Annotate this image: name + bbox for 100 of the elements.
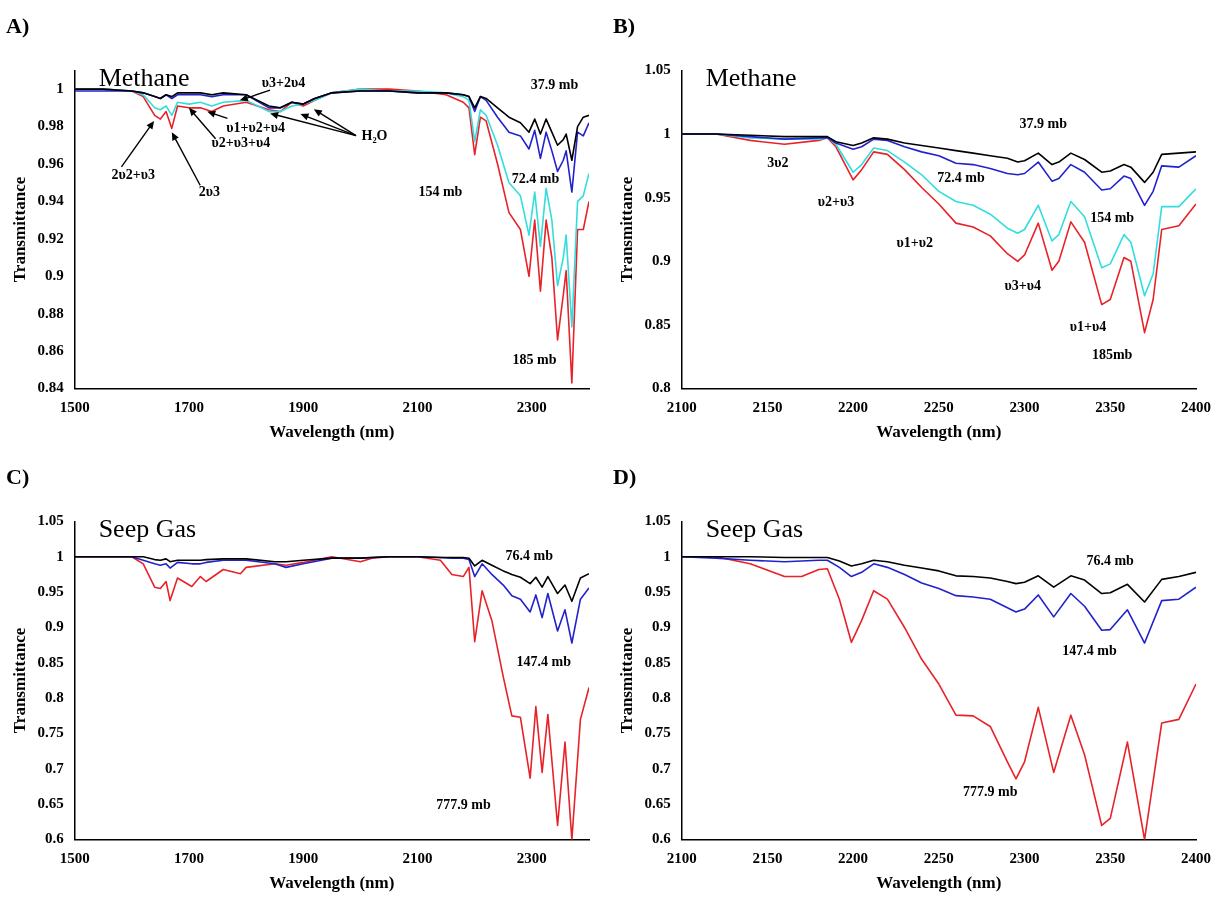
x-tick-label: 2150 xyxy=(752,399,783,416)
chart-title: C) xyxy=(6,463,30,489)
annotation: υ2+υ3+υ4 xyxy=(211,134,271,150)
y-tick-label: 0.9 xyxy=(44,267,64,284)
annotation: υ1+υ2+υ4 xyxy=(226,119,286,135)
y-tick-label: 1 xyxy=(663,124,671,141)
y-tick-label: 0.94 xyxy=(37,192,65,209)
y-tick-label: 0.6 xyxy=(44,830,65,847)
annotation: 185mb xyxy=(1091,347,1133,363)
y-axis-title: Transmittance xyxy=(616,627,636,734)
annotation: 777.9 mb xyxy=(963,783,1018,799)
x-tick-label: 2400 xyxy=(1181,850,1211,867)
annotation: υ1+υ4 xyxy=(1069,319,1107,335)
annotation: 72.4 mb xyxy=(511,170,560,186)
y-axis-title: Transmittance xyxy=(9,627,29,734)
y-tick-label: 0.88 xyxy=(37,304,64,321)
chart-subtitle: Methane xyxy=(705,63,797,93)
annotation: 2υ3 xyxy=(198,183,221,199)
y-tick-label: 0.85 xyxy=(644,315,671,332)
annotation: υ2+υ3 xyxy=(817,194,855,210)
annotation: υ3+2υ4 xyxy=(261,75,306,91)
y-tick-label: 0.75 xyxy=(644,724,671,741)
x-tick-label: 2350 xyxy=(1095,850,1126,867)
annotation: υ1+υ2 xyxy=(896,235,933,251)
x-tick-label: 2300 xyxy=(1009,850,1040,867)
x-tick-label: 1900 xyxy=(288,399,319,416)
y-tick-label: 0.85 xyxy=(644,653,671,670)
y-tick-label: 0.92 xyxy=(37,229,64,246)
x-tick-label: 2250 xyxy=(923,399,954,416)
x-tick-label: 2150 xyxy=(752,850,783,867)
x-tick-label: 2400 xyxy=(1181,399,1211,416)
x-tick-label: 1500 xyxy=(59,850,90,867)
y-tick-label: 0.95 xyxy=(644,582,671,599)
y-tick-label: 0.8 xyxy=(651,379,671,396)
x-axis-title: Wavelength (nm) xyxy=(269,422,395,442)
annotation: 777.9 mb xyxy=(436,797,491,813)
annotation: 185 mb xyxy=(512,352,557,368)
x-axis-title: Wavelength (nm) xyxy=(269,873,395,893)
y-tick-label: 0.9 xyxy=(651,252,671,269)
x-tick-label: 2100 xyxy=(402,399,433,416)
y-tick-label: 0.86 xyxy=(37,342,65,359)
annotation: 154 mb xyxy=(418,183,463,199)
x-tick-label: 1900 xyxy=(288,850,319,867)
annotation: 154 mb xyxy=(1090,209,1135,225)
x-tick-label: 2300 xyxy=(516,850,547,867)
chart-title: D) xyxy=(613,463,637,489)
chart-subtitle: Methane xyxy=(98,63,190,93)
x-tick-label: 1700 xyxy=(173,850,204,867)
y-axis-title: Transmittance xyxy=(9,176,29,283)
y-axis-title: Transmittance xyxy=(616,176,636,283)
x-tick-label: 2100 xyxy=(402,850,433,867)
x-tick-label: 1700 xyxy=(173,399,204,416)
chart-subtitle: Seep Gas xyxy=(98,514,197,544)
annotation: 3υ2 xyxy=(767,154,789,170)
x-tick-label: 2200 xyxy=(838,399,869,416)
annotation: 147.4 mb xyxy=(516,654,572,670)
annotation: 76.4 mb xyxy=(1086,553,1135,569)
x-tick-label: 2200 xyxy=(838,850,869,867)
y-tick-label: 0.9 xyxy=(44,618,64,635)
x-axis-title: Wavelength (nm) xyxy=(876,873,1002,893)
y-tick-label: 0.95 xyxy=(37,582,64,599)
y-tick-label: 0.7 xyxy=(651,759,672,776)
annotation: 37.9 mb xyxy=(530,76,579,92)
annotation: 76.4 mb xyxy=(505,547,554,563)
x-tick-label: 2300 xyxy=(516,399,547,416)
chart-title: A) xyxy=(6,12,30,38)
y-tick-label: 1.05 xyxy=(644,512,671,529)
y-tick-label: 0.98 xyxy=(37,117,64,134)
y-tick-label: 0.7 xyxy=(44,759,65,776)
y-tick-label: 0.8 xyxy=(44,689,64,706)
annotation: 72.4 mb xyxy=(937,170,985,186)
x-tick-label: 2100 xyxy=(666,850,697,867)
y-tick-label: 1 xyxy=(663,547,671,564)
y-tick-label: 0.65 xyxy=(644,795,671,812)
annotation: 37.9 mb xyxy=(1019,116,1068,132)
y-tick-label: 0.6 xyxy=(651,830,672,847)
x-tick-label: 2350 xyxy=(1095,399,1126,416)
y-tick-label: 0.85 xyxy=(37,653,64,670)
x-tick-label: 2250 xyxy=(923,850,954,867)
x-tick-label: 2100 xyxy=(666,399,697,416)
annotation: H₂O xyxy=(361,127,388,143)
y-tick-label: 0.84 xyxy=(37,379,65,396)
y-tick-label: 0.75 xyxy=(37,724,64,741)
x-axis-title: Wavelength (nm) xyxy=(876,422,1002,442)
annotation: 147.4 mb xyxy=(1062,643,1117,659)
y-tick-label: 0.65 xyxy=(37,795,64,812)
annotation: 2υ2+υ3 xyxy=(111,166,156,182)
y-tick-label: 1.05 xyxy=(644,61,671,78)
x-tick-label: 2300 xyxy=(1009,399,1040,416)
y-tick-label: 1 xyxy=(56,547,64,564)
y-tick-label: 0.96 xyxy=(37,154,65,171)
annotation: υ3+υ4 xyxy=(1004,278,1041,294)
y-tick-label: 1.05 xyxy=(37,512,64,529)
x-tick-label: 1500 xyxy=(59,399,90,416)
chart-subtitle: Seep Gas xyxy=(705,514,804,544)
chart-title: B) xyxy=(613,12,635,38)
y-tick-label: 0.8 xyxy=(651,689,671,706)
y-tick-label: 0.95 xyxy=(644,188,671,205)
y-tick-label: 0.9 xyxy=(651,618,671,635)
y-tick-label: 1 xyxy=(56,79,64,96)
